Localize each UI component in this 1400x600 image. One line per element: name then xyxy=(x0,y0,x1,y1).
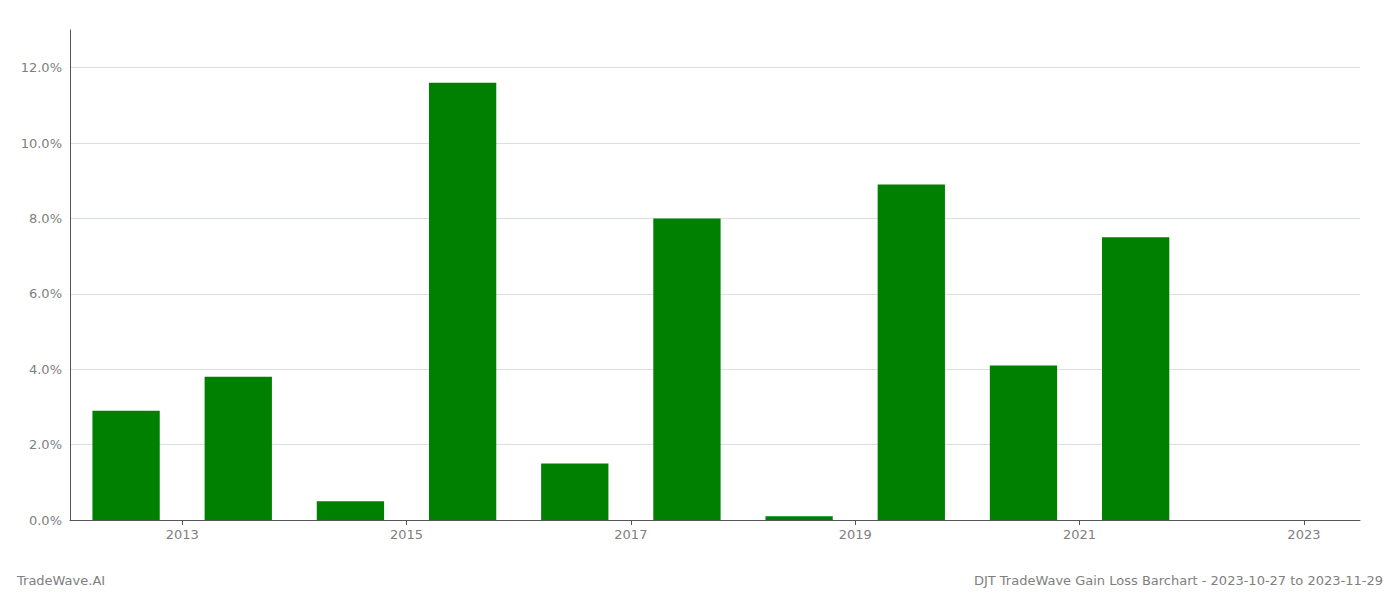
svg-text:TradeWave.AI: TradeWave.AI xyxy=(16,573,105,588)
svg-text:2017: 2017 xyxy=(614,527,647,542)
svg-text:2023: 2023 xyxy=(1287,527,1320,542)
svg-text:2015: 2015 xyxy=(390,527,423,542)
svg-text:2013: 2013 xyxy=(166,527,199,542)
svg-text:DJT TradeWave Gain Loss Barcha: DJT TradeWave Gain Loss Barchart - 2023-… xyxy=(974,573,1383,588)
svg-text:2.0%: 2.0% xyxy=(29,437,62,452)
svg-text:4.0%: 4.0% xyxy=(29,362,62,377)
svg-text:2021: 2021 xyxy=(1063,527,1096,542)
svg-text:12.0%: 12.0% xyxy=(21,60,62,75)
svg-text:8.0%: 8.0% xyxy=(29,211,62,226)
svg-text:6.0%: 6.0% xyxy=(29,286,62,301)
svg-text:0.0%: 0.0% xyxy=(29,513,62,528)
svg-text:10.0%: 10.0% xyxy=(21,136,62,151)
svg-text:2019: 2019 xyxy=(839,527,872,542)
